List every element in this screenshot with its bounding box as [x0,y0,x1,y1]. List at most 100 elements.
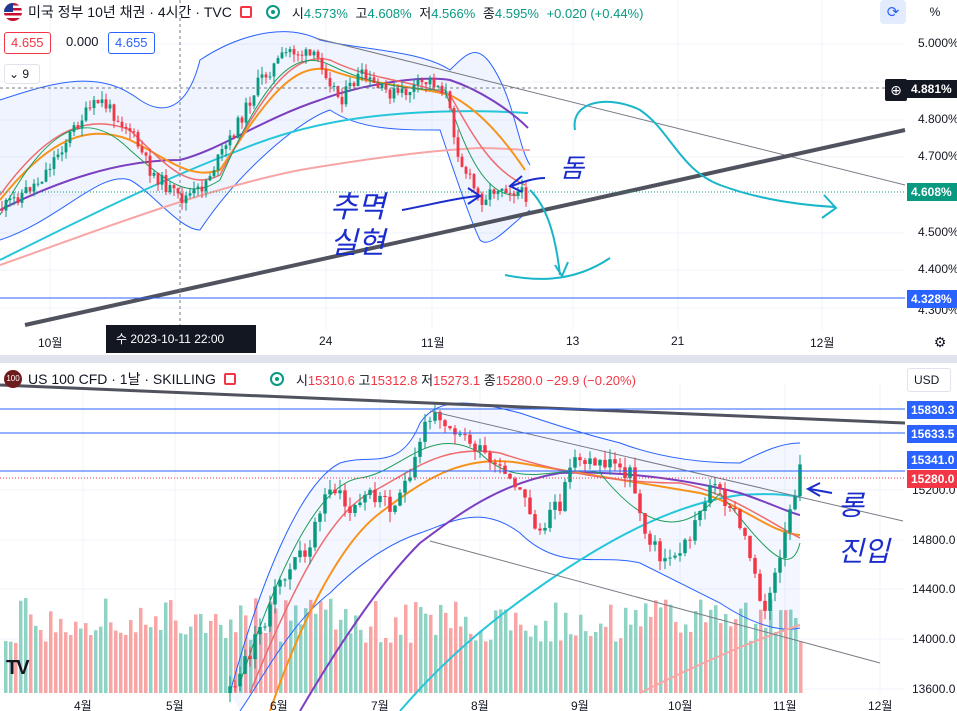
top-chart-title[interactable]: 미국 정부 10년 채권 · 4시간 · TVC [28,4,232,20]
bid-price-box[interactable]: 4.655 [4,32,51,54]
volume-bar [239,605,243,693]
symbol-color-icon[interactable] [223,373,236,385]
volume-bar [384,637,388,693]
candle-body [623,467,627,479]
volume-bar [609,604,613,693]
volume-bar [4,641,8,693]
refresh-icon[interactable]: ⟳ [880,0,906,24]
candle-body [492,189,496,194]
ask-price-box[interactable]: 4.655 [108,32,155,54]
candle-body [364,69,368,80]
top-legend[interactable]: 미국 정부 10년 채권 · 4시간 · TVC 시4.573% 고4.608%… [4,2,647,22]
candle-body [520,187,524,192]
candle-body [588,458,592,465]
volume-bar [44,641,48,693]
candle-body [573,457,577,468]
candle-body [783,532,787,558]
add-plus-icon[interactable]: ⊕ [885,79,907,101]
candle-body [498,464,502,466]
symbol-color-icon[interactable] [239,6,252,18]
volume-bar [359,629,363,693]
volume-bar [534,625,538,693]
candle-body [638,493,642,514]
bottom-chart-pane[interactable]: 100 US 100 CFD · 1날 · SKILLING 시15310.6 … [0,363,957,711]
candle-body [733,507,737,510]
candle-body [268,76,272,78]
volume-bar [349,633,353,693]
candle-body [388,89,392,99]
candle-body [698,510,702,521]
volume-bar [389,642,393,693]
candle-body [468,173,472,175]
candle-body [336,86,340,97]
volume-bar [489,639,493,693]
volume-bar [434,634,438,693]
volume-bar [654,600,658,693]
level-price-tag: 4.328% [907,290,957,308]
candle-body [360,69,364,74]
candle-body [768,592,772,611]
candle-body [36,183,40,185]
candle-body [308,547,312,557]
candle-body [443,420,447,427]
top-chart-canvas[interactable] [0,0,957,355]
x-axis-label: 13 [566,334,580,348]
candle-body [212,170,216,177]
candle-body [473,443,477,451]
volume-bar [664,599,668,693]
volume-bar [89,634,93,693]
eye-icon[interactable] [265,5,280,19]
candle-body [64,142,68,153]
currency-select[interactable]: USD [907,368,951,392]
indicator-toggle[interactable]: ⌄ 9 [4,64,40,84]
candle-body [693,520,697,541]
bottom-chart-canvas[interactable] [0,363,957,711]
volume-bar [24,598,28,693]
candle-body [324,69,328,79]
volume-bar [284,600,288,693]
candle-body [528,497,532,515]
volume-bar [604,626,608,693]
volume-bar [784,610,788,693]
x-axis-label: 12월 [810,336,835,350]
percent-scale-button[interactable]: % [929,5,941,19]
candle-body [248,656,252,660]
pane-divider[interactable] [0,355,957,363]
candle-body [96,99,100,104]
candle-body [220,149,224,155]
volume-bar [594,631,598,693]
candle-body [232,135,236,138]
candle-body [343,490,347,507]
candle-body [416,79,420,85]
top-chart-pane[interactable]: 미국 정부 10년 채권 · 4시간 · TVC 시4.573% 고4.608%… [0,0,957,355]
candle-body [728,506,732,508]
candle-body [503,465,507,474]
y-axis-label: 4.700% [918,149,957,163]
candle-body [678,553,682,556]
candle-body [12,197,16,199]
candle-body [233,686,237,688]
candle-body [44,169,48,182]
volume-bar [679,632,683,693]
volume-bar [124,634,128,693]
candle-body [508,473,512,479]
bottom-chart-title[interactable]: US 100 CFD · 1날 · SKILLING [28,371,216,387]
bottom-legend[interactable]: 100 US 100 CFD · 1날 · SKILLING 시15310.6 … [4,369,636,389]
volume-bar [789,609,793,693]
candle-body [404,88,408,96]
volume-bar [64,632,68,693]
volume-bar [539,641,543,693]
y-axis-label: 14000.0 [912,632,956,646]
candle-body [298,550,302,558]
candle-body [238,673,242,687]
candle-body [468,434,472,444]
candle-body [633,467,637,494]
settings-gear-icon[interactable]: ⚙ [933,333,947,350]
candle-body [476,188,480,194]
candle-body [100,99,104,104]
volume-bar [324,609,328,693]
candle-body [278,580,282,587]
eye-icon[interactable] [269,372,284,386]
volume-bar [629,624,633,693]
candle-body [312,51,316,56]
